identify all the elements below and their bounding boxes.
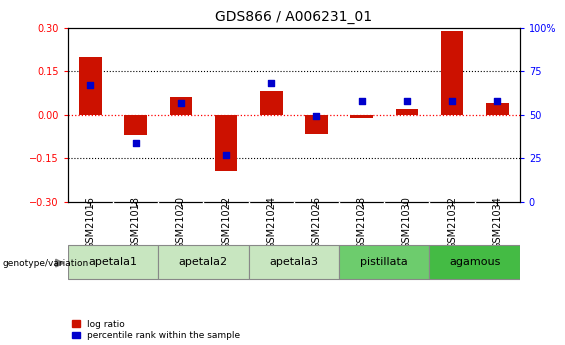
FancyBboxPatch shape — [339, 245, 429, 279]
Bar — [305, 115, 328, 134]
Bar — [79, 57, 102, 115]
FancyBboxPatch shape — [429, 245, 520, 279]
Point — [176, 100, 185, 105]
Point — [267, 81, 276, 86]
Text: genotype/variation: genotype/variation — [3, 259, 89, 268]
Text: apetala2: apetala2 — [179, 257, 228, 267]
Bar — [170, 97, 192, 115]
Text: GSM21028: GSM21028 — [357, 196, 367, 249]
Bar — [396, 109, 418, 115]
Bar — [215, 115, 237, 171]
Point — [221, 152, 231, 158]
Bar — [441, 30, 463, 115]
Text: GSM21024: GSM21024 — [266, 196, 276, 249]
Bar — [350, 115, 373, 118]
Text: apetala1: apetala1 — [89, 257, 137, 267]
Text: GSM21034: GSM21034 — [492, 196, 502, 249]
Text: GSM21020: GSM21020 — [176, 196, 186, 249]
Point — [86, 82, 95, 88]
Text: GSM21016: GSM21016 — [85, 196, 95, 249]
Legend: log ratio, percentile rank within the sample: log ratio, percentile rank within the sa… — [72, 320, 240, 341]
Text: apetala3: apetala3 — [270, 257, 318, 267]
FancyBboxPatch shape — [249, 245, 339, 279]
Text: GSM21032: GSM21032 — [447, 196, 457, 249]
Point — [357, 98, 366, 104]
FancyBboxPatch shape — [158, 245, 249, 279]
Point — [131, 140, 140, 145]
Point — [493, 98, 502, 104]
Text: GSM21026: GSM21026 — [311, 196, 321, 249]
Bar — [486, 103, 508, 115]
Point — [312, 114, 321, 119]
FancyBboxPatch shape — [68, 245, 158, 279]
Text: pistillata: pistillata — [360, 257, 408, 267]
Text: agamous: agamous — [449, 257, 500, 267]
Bar — [124, 115, 147, 135]
Text: GSM21030: GSM21030 — [402, 196, 412, 249]
Title: GDS866 / A006231_01: GDS866 / A006231_01 — [215, 10, 372, 24]
Bar — [260, 91, 282, 115]
Text: GSM21018: GSM21018 — [131, 196, 141, 249]
Point — [402, 98, 411, 104]
Point — [447, 98, 457, 104]
Text: GSM21022: GSM21022 — [221, 196, 231, 249]
